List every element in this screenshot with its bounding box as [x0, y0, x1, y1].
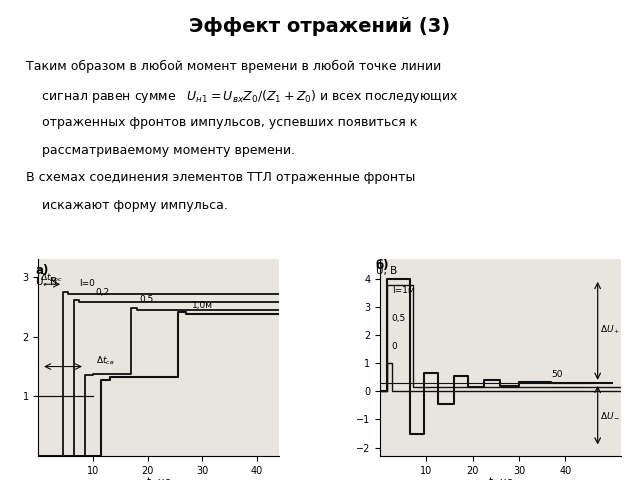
Text: $\Delta t_{св}$: $\Delta t_{св}$: [96, 355, 115, 367]
Text: l=1м: l=1м: [392, 286, 415, 295]
Text: U, В: U, В: [376, 266, 397, 276]
Text: искажают форму импульса.: искажают форму импульса.: [26, 199, 227, 212]
Text: 1,0м: 1,0м: [191, 301, 212, 310]
Text: Эффект отражений (3): Эффект отражений (3): [189, 17, 451, 36]
X-axis label: t, нс: t, нс: [489, 477, 512, 480]
Text: $\Delta U_-$: $\Delta U_-$: [600, 410, 621, 420]
Text: рассматриваемому моменту времени.: рассматриваемому моменту времени.: [26, 144, 295, 156]
Text: сигнал равен сумме   $U_{н1}=U_{вх}Z_0/(Z_1+Z_0)$ и всех последующих: сигнал равен сумме $U_{н1}=U_{вх}Z_0/(Z_…: [26, 88, 458, 105]
Text: В схемах соединения элементов ТТЛ отраженные фронты: В схемах соединения элементов ТТЛ отраже…: [26, 171, 415, 184]
Text: l=0: l=0: [79, 279, 95, 288]
Text: Таким образом в любой момент времени в любой точке линии: Таким образом в любой момент времени в л…: [26, 60, 441, 73]
Text: 0: 0: [392, 342, 397, 351]
Text: $\Delta U_+$: $\Delta U_+$: [600, 323, 621, 336]
Text: 0,5: 0,5: [392, 314, 406, 323]
Text: а): а): [36, 264, 49, 277]
Text: 0,5: 0,5: [140, 295, 154, 304]
X-axis label: t, нс: t, нс: [147, 477, 170, 480]
Text: U, В: U, В: [36, 277, 57, 287]
Text: отраженных фронтов импульсов, успевших появиться к: отраженных фронтов импульсов, успевших п…: [26, 116, 417, 129]
Text: б): б): [376, 259, 389, 272]
Text: 0,2: 0,2: [96, 288, 110, 297]
Text: 50: 50: [552, 370, 563, 379]
Text: $\Delta t_{вос}$: $\Delta t_{вос}$: [40, 271, 63, 284]
